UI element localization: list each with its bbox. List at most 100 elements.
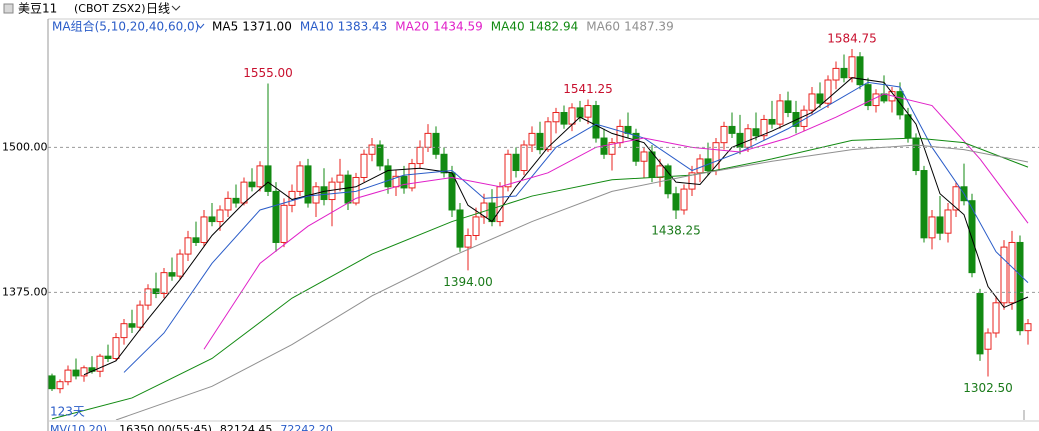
- chart-title: 美豆11: [18, 2, 57, 16]
- candle-up: [160, 272, 168, 295]
- candle-up: [688, 172, 696, 190]
- candle-down: [576, 107, 584, 118]
- candle-down: [976, 293, 984, 355]
- legend-name: MA10: [300, 20, 334, 34]
- candle-down: [440, 153, 448, 174]
- candle-up: [872, 93, 880, 107]
- volume-header-item: MV(10,20): [50, 423, 107, 431]
- candle-up: [176, 253, 184, 277]
- candle-up: [80, 367, 88, 377]
- candle-up: [144, 288, 152, 306]
- candle-up: [56, 381, 64, 390]
- candle-up: [640, 151, 648, 162]
- candle-down: [208, 216, 216, 223]
- candle-down: [840, 67, 848, 79]
- extreme-label: 1584.75: [827, 31, 877, 45]
- candle-up: [520, 144, 528, 172]
- candle-up: [528, 132, 536, 146]
- candle-down: [784, 100, 792, 114]
- ma-line: [123, 81, 1029, 373]
- extreme-label: 1302.50: [963, 381, 1013, 395]
- candle-up: [416, 146, 424, 165]
- candle-up: [360, 153, 368, 178]
- candle-up: [800, 109, 808, 127]
- candle-up: [216, 209, 224, 223]
- candle-up: [240, 181, 248, 204]
- candle-up: [552, 112, 560, 123]
- ma-line: [115, 144, 1029, 420]
- candle-down: [248, 181, 256, 188]
- candle-up: [112, 337, 120, 360]
- candle-up: [616, 125, 624, 144]
- candle-down: [968, 200, 976, 274]
- candle-up: [584, 105, 592, 118]
- candle-down: [856, 56, 864, 86]
- candle-up: [1008, 241, 1016, 304]
- candle-up: [824, 79, 832, 104]
- candle-down: [936, 216, 944, 234]
- legend: MA5 1371.00 MA10 1383.43 MA20 1434.59 MA40 1482…: [212, 20, 674, 34]
- candle-down: [264, 165, 272, 192]
- ma-line: [203, 93, 1029, 350]
- candle-up: [1024, 323, 1032, 332]
- candle-up: [1000, 246, 1008, 304]
- legend-value: 1383.43: [338, 20, 388, 34]
- extreme-label: 1541.25: [563, 82, 613, 96]
- candle-up: [832, 67, 840, 81]
- candle-up: [200, 216, 208, 243]
- candle-up: [184, 237, 192, 255]
- candle-up: [368, 144, 376, 155]
- legend-value: 1482.94: [529, 20, 579, 34]
- volume-header-item: 82124.45: [220, 423, 273, 431]
- candle-up: [408, 163, 416, 189]
- candle-up: [424, 132, 432, 148]
- plot-area: [48, 48, 1032, 420]
- period-selector[interactable]: 日线: [146, 2, 170, 16]
- candle-down: [536, 132, 544, 151]
- candle-up: [776, 100, 784, 125]
- candle-down: [432, 132, 440, 155]
- symbol-icon: [3, 3, 14, 14]
- candle-down: [512, 153, 520, 172]
- legend-value: 1371.00: [242, 20, 292, 34]
- candle-up: [608, 142, 616, 155]
- candle-down: [344, 174, 352, 204]
- candle-up: [952, 186, 960, 211]
- candle-down: [456, 209, 464, 248]
- candle-up: [992, 302, 1000, 334]
- legend-name: MA5: [212, 20, 238, 34]
- candle-up: [744, 128, 752, 148]
- candle-up: [984, 332, 992, 350]
- candle-up: [496, 186, 504, 223]
- candle-down: [304, 165, 312, 204]
- candle-up: [64, 369, 72, 383]
- candle-down: [272, 190, 280, 243]
- extreme-label: 1438.25: [651, 223, 701, 237]
- candle-down: [48, 375, 56, 390]
- candle-down: [152, 288, 160, 295]
- candle-up: [464, 235, 472, 248]
- candle-down: [816, 93, 824, 104]
- period-chevron[interactable]: [171, 5, 181, 11]
- ma-group[interactable]: MA组合(5,10,20,40,60,0): [52, 19, 199, 34]
- candle-down: [192, 237, 200, 243]
- candle-up: [944, 209, 952, 234]
- candle-up: [568, 107, 576, 125]
- candle-down: [104, 355, 112, 360]
- candle-down: [72, 369, 80, 377]
- candle-down: [376, 144, 384, 167]
- volume-header-item: 72242.20: [280, 423, 333, 431]
- ma-chevron[interactable]: [196, 23, 205, 29]
- candle-down: [448, 172, 456, 211]
- ma-line: [51, 137, 1029, 420]
- extreme-label: 1555.00: [243, 66, 293, 80]
- legend-name: MA40: [491, 20, 525, 34]
- candle-down: [592, 105, 600, 139]
- candle-up: [848, 56, 856, 79]
- y-tick-label: 1375.00: [2, 285, 48, 298]
- candle-up: [224, 197, 232, 211]
- legend-name: MA20: [395, 20, 429, 34]
- volume-header-item: 16350.00(55:45): [119, 423, 212, 431]
